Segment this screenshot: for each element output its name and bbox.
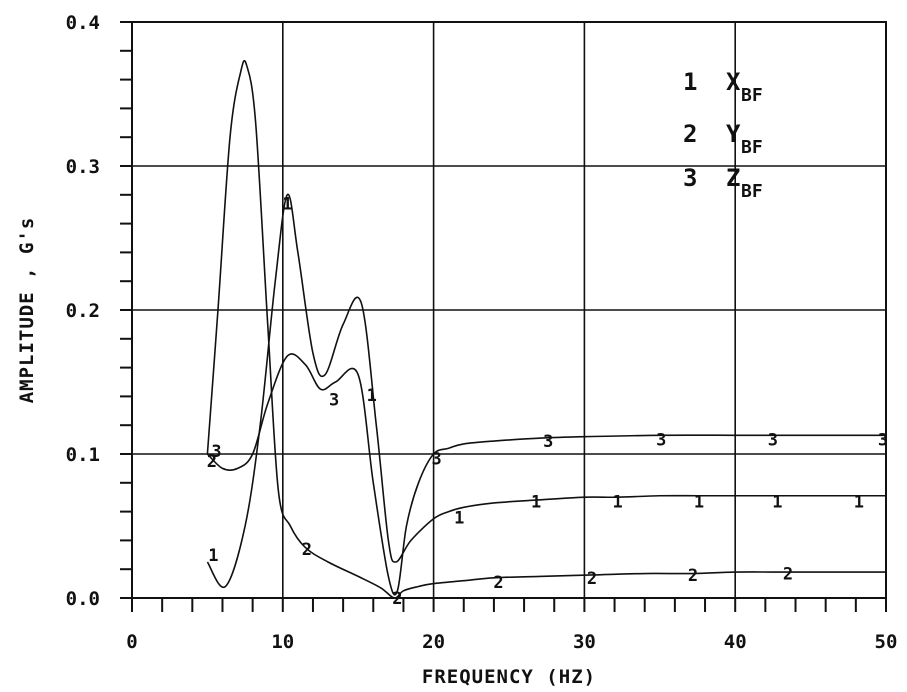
series-marker-3: 3	[431, 449, 441, 469]
x-tick-label: 10	[271, 631, 294, 653]
tick-layer: 0 10 20 30 40 50 0.0 0.1 0.2 0.3 0.4	[66, 12, 898, 653]
x-tick-label: 50	[875, 631, 898, 653]
legend-marker-2: 2	[683, 120, 697, 148]
legend-sub-1: BF	[741, 85, 763, 106]
legend-marker-1: 1	[683, 68, 697, 96]
y-tick-label: 0.3	[66, 156, 100, 178]
series-marker-1: 1	[854, 493, 864, 513]
series-marker-3: 3	[543, 432, 553, 452]
legend-sub-3: BF	[741, 181, 763, 202]
series-marker-3: 3	[768, 431, 778, 451]
series-marker-2: 2	[493, 573, 503, 593]
series-marker-2: 2	[688, 566, 698, 586]
y-axis-title: AMPLITUDE , G's	[16, 217, 38, 404]
series-marker-1: 1	[772, 493, 782, 513]
curve-layer	[206, 59, 886, 599]
legend: 1 X BF 2 Y BF 3 Z BF	[683, 68, 763, 202]
series-line-1	[206, 193, 886, 589]
series-marker-1: 1	[454, 508, 464, 528]
x-tick-label: 30	[573, 631, 596, 653]
series-marker-1: 1	[612, 493, 622, 513]
series-marker-3: 3	[656, 431, 666, 451]
series-marker-2: 2	[392, 589, 402, 609]
legend-marker-3: 3	[683, 164, 697, 192]
y-tick-label: 0.4	[66, 12, 100, 34]
x-tick-label: 0	[126, 631, 137, 653]
series-line-2	[206, 59, 886, 599]
series-marker-1: 1	[367, 386, 377, 406]
series-marker-1: 1	[531, 493, 541, 513]
y-tick-label: 0.0	[66, 588, 100, 610]
legend-label-2: Y	[726, 120, 741, 148]
x-axis-title: FREQUENCY (HZ)	[422, 666, 596, 688]
y-tick-label: 0.1	[66, 444, 100, 466]
series-marker-1: 1	[282, 194, 292, 214]
series-marker-2: 2	[587, 569, 597, 589]
series-marker-1: 1	[208, 546, 218, 566]
series-marker-2: 2	[783, 565, 793, 585]
series-line-3	[206, 353, 886, 596]
y-tick-label: 0.2	[66, 300, 100, 322]
series-marker-2: 2	[302, 540, 312, 560]
series-marker-3: 3	[329, 390, 339, 410]
series-marker-3: 3	[878, 431, 888, 451]
legend-sub-2: BF	[741, 137, 763, 158]
legend-label-1: X	[726, 68, 741, 96]
series-marker-3: 3	[211, 442, 221, 462]
series-marker-2: 2	[207, 452, 217, 472]
series-marker-1: 1	[694, 493, 704, 513]
x-tick-label: 40	[724, 631, 747, 653]
legend-label-3: Z	[726, 164, 740, 192]
x-tick-label: 20	[422, 631, 445, 653]
